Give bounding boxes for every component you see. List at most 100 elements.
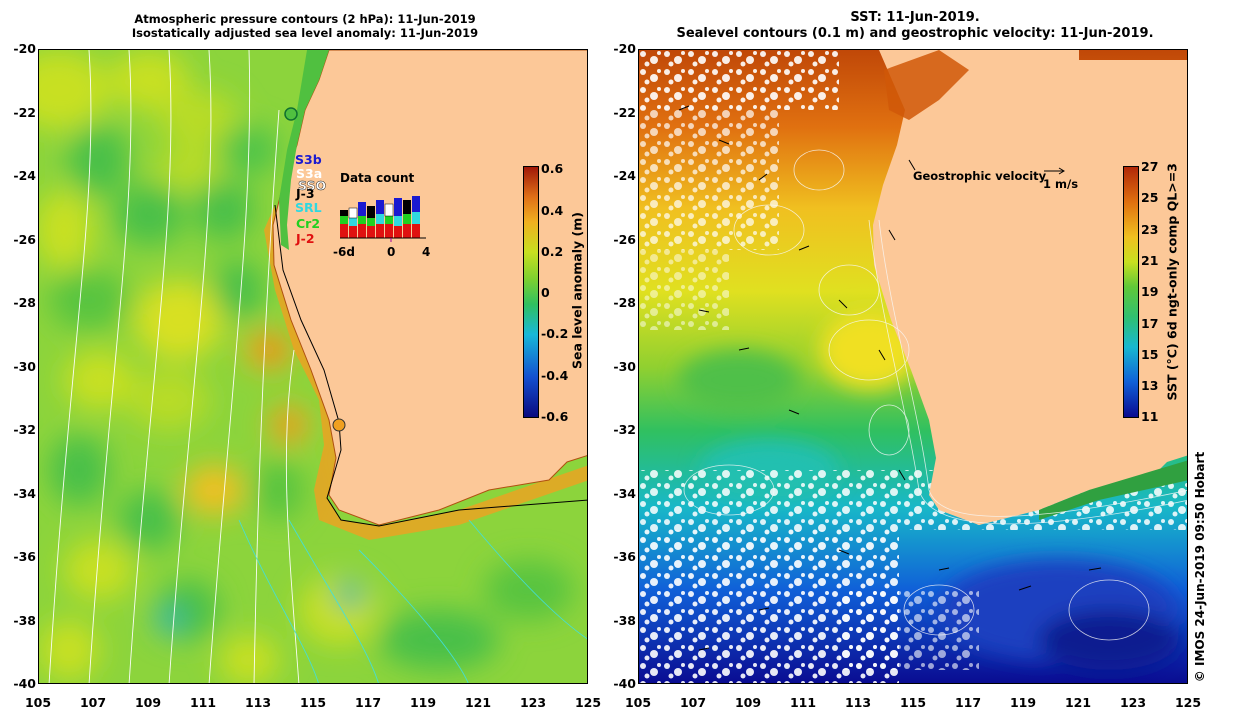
sea-level-anomaly-map — [38, 49, 588, 684]
inland-warm-shelf — [884, 50, 969, 120]
sat-legend-cr2: Cr2 — [296, 216, 321, 231]
sla-cb-tick-4: -0.2 — [541, 326, 569, 341]
left-xtick-3: 111 — [189, 695, 217, 710]
right-xtick-3: 111 — [789, 695, 817, 710]
right-ytick-7: -34 — [613, 486, 636, 501]
velocity-scale-label: 1 m/s — [1043, 177, 1079, 191]
left-xtick-1: 107 — [79, 695, 107, 710]
right-ytick-9: -38 — [613, 613, 636, 628]
sla-cb-tick-0: 0.6 — [541, 161, 564, 176]
left-ytick-1: -22 — [13, 105, 36, 120]
left-title-line1: Atmospheric pressure contours (2 hPa): 1… — [134, 12, 476, 26]
right-xtick-4: 113 — [844, 695, 872, 710]
south-coastal-strip — [1039, 460, 1187, 520]
right-xtick-6: 117 — [954, 695, 982, 710]
right-ytick-0: -20 — [613, 41, 636, 56]
right-title-line2: Sealevel contours (0.1 m) and geostrophi… — [676, 26, 1154, 41]
sat-legend-srl: SRL — [295, 200, 322, 215]
right-xtick-7: 119 — [1009, 695, 1037, 710]
sst-colorbar-label: SST (°C) 6d ngt-only comp QL>=3 — [1164, 163, 1180, 401]
right-ytick-2: -24 — [613, 168, 636, 183]
pressure-contours-cyan — [238, 519, 587, 683]
right-ytick-3: -26 — [613, 232, 636, 247]
left-xtick-4: 113 — [244, 695, 272, 710]
sat-legend-j3: J-3 — [296, 186, 315, 201]
data-count-title: Data count — [340, 171, 415, 185]
right-xtick-0: 105 — [624, 695, 652, 710]
continental-shelf-line — [274, 204, 587, 527]
data-count-histogram — [340, 196, 426, 242]
sla-cb-tick-5: -0.4 — [541, 368, 569, 383]
sst-cb-tick-0: 27 — [1141, 159, 1159, 174]
left-ytick-8: -36 — [13, 549, 36, 564]
sea-level-contours — [683, 149, 1187, 641]
sla-colorbar — [523, 166, 539, 418]
sat-legend-j2: J-2 — [296, 231, 315, 246]
sst-cb-tick-8: 11 — [1141, 409, 1159, 424]
sst-map — [638, 49, 1188, 684]
right-ytick-5: -30 — [613, 359, 636, 374]
sat-legend-s3b: S3b — [295, 152, 322, 167]
sla-cb-tick-6: -0.6 — [541, 409, 569, 424]
sla-colorbar-label: Sea level anomaly (m) — [569, 212, 585, 369]
sst-cb-tick-6: 15 — [1141, 347, 1159, 362]
right-ytick-8: -36 — [613, 549, 636, 564]
tide-gauge-marker-south — [332, 418, 346, 432]
left-ytick-4: -28 — [13, 295, 36, 310]
left-xtick-0: 105 — [24, 695, 52, 710]
sst-colorbar — [1123, 166, 1139, 418]
right-panel-title: SST: 11-Jun-2019. Sealevel contours (0.1… — [640, 10, 1190, 42]
left-ytick-2: -24 — [13, 168, 36, 183]
tide-gauge-marker-north — [284, 107, 298, 121]
data-count-bars — [340, 196, 420, 238]
right-ytick-10: -40 — [613, 676, 636, 691]
right-ytick-6: -32 — [613, 422, 636, 437]
left-ytick-10: -40 — [13, 676, 36, 691]
left-xtick-6: 117 — [354, 695, 382, 710]
right-title-line1: SST: 11-Jun-2019. — [850, 10, 980, 25]
sla-anomaly-blobs — [39, 50, 574, 683]
velocity-legend-label: Geostrophic velocity — [913, 169, 1047, 183]
velocity-arrows — [678, 105, 1102, 651]
australia-landmass-sst — [873, 50, 1187, 525]
right-xtick-1: 107 — [679, 695, 707, 710]
left-ytick-5: -30 — [13, 359, 36, 374]
sst-cb-tick-3: 21 — [1141, 253, 1159, 268]
left-xtick-9: 123 — [519, 695, 547, 710]
right-xtick-10: 125 — [1174, 695, 1202, 710]
left-xtick-8: 121 — [464, 695, 492, 710]
sat-legend-sso: SSO — [298, 178, 327, 193]
sst-cb-tick-7: 13 — [1141, 378, 1159, 393]
sst-cb-tick-1: 25 — [1141, 190, 1159, 205]
left-ytick-9: -38 — [13, 613, 36, 628]
right-xtick-5: 115 — [899, 695, 927, 710]
sat-legend-s3a: S3a — [296, 166, 323, 181]
right-xtick-2: 109 — [734, 695, 762, 710]
left-xtick-5: 115 — [299, 695, 327, 710]
sla-cb-tick-2: 0.2 — [541, 244, 564, 259]
left-ytick-7: -34 — [13, 486, 36, 501]
left-title-line2: Isostatically adjusted sea level anomaly… — [131, 26, 479, 40]
imos-credit: © IMOS 24-Jun-2019 09:50 Hobart — [1193, 451, 1207, 683]
left-panel-title: Atmospheric pressure contours (2 hPa): 1… — [110, 12, 500, 40]
left-xtick-2: 109 — [134, 695, 162, 710]
left-ytick-3: -26 — [13, 232, 36, 247]
right-ytick-1: -22 — [613, 105, 636, 120]
right-xtick-9: 123 — [1119, 695, 1147, 710]
sla-cb-tick-1: 0.4 — [541, 203, 564, 218]
data-count-tick-end: 4 — [422, 245, 431, 259]
left-ytick-6: -32 — [13, 422, 36, 437]
velocity-scale-arrow — [1044, 167, 1065, 175]
sst-cb-tick-2: 23 — [1141, 222, 1159, 237]
left-xtick-10: 125 — [574, 695, 602, 710]
data-count-tick-start: -6d — [333, 245, 355, 259]
right-ytick-4: -28 — [613, 295, 636, 310]
pressure-contours — [48, 50, 300, 683]
left-ytick-0: -20 — [13, 41, 36, 56]
sla-cb-tick-3: 0 — [541, 285, 550, 300]
left-xtick-7: 119 — [409, 695, 437, 710]
data-count-tick-zero: 0 — [387, 245, 396, 259]
right-xtick-8: 121 — [1064, 695, 1092, 710]
sst-cb-tick-5: 17 — [1141, 316, 1159, 331]
sst-cb-tick-4: 19 — [1141, 284, 1159, 299]
